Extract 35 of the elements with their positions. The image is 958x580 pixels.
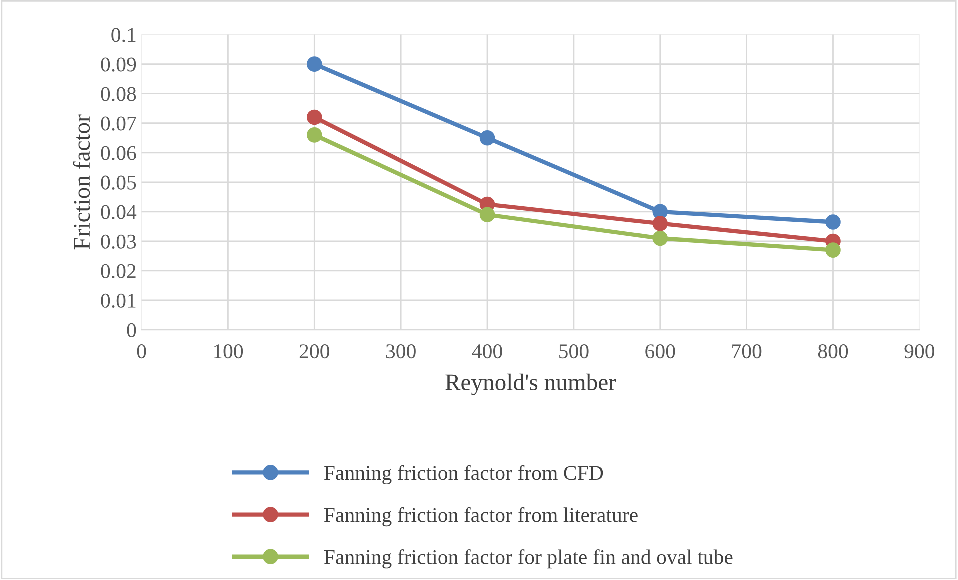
point bbox=[307, 110, 322, 126]
legend-label: Fanning friction factor from CFD bbox=[324, 465, 604, 485]
point bbox=[826, 242, 841, 258]
x-tick-label: 700 bbox=[732, 344, 762, 359]
x-tick-label: 500 bbox=[560, 344, 589, 359]
y-tick-label: 0.02 bbox=[101, 264, 136, 278]
y-tick-label: 0.04 bbox=[101, 205, 137, 220]
x-tick-label: 100 bbox=[214, 344, 244, 359]
y-tick-label: 0.01 bbox=[101, 294, 136, 308]
point bbox=[652, 230, 668, 246]
point bbox=[307, 56, 322, 72]
y-tick-label: 0 bbox=[127, 323, 136, 338]
point bbox=[652, 216, 668, 232]
x-tick-label: 900 bbox=[904, 344, 935, 359]
y-tick-label: 0.03 bbox=[101, 234, 136, 249]
y-tick-label: 0.06 bbox=[101, 146, 136, 160]
point bbox=[480, 130, 496, 146]
y-tick-label: 0.09 bbox=[101, 58, 136, 72]
x-tick-label: 600 bbox=[646, 344, 676, 359]
x-tick-label: 400 bbox=[472, 344, 502, 359]
y-tick-label: 0.05 bbox=[101, 176, 136, 190]
x-tick-label: 300 bbox=[386, 344, 416, 359]
x-tick-label: 0 bbox=[137, 344, 146, 359]
x-tick-label: 800 bbox=[818, 344, 848, 359]
x-axis-title: Reynold's number bbox=[446, 374, 616, 396]
point bbox=[480, 207, 496, 223]
y-axis-title: Friction factor bbox=[73, 114, 90, 250]
x-tick-label: 200 bbox=[300, 344, 330, 359]
y-tick-label: 0.1 bbox=[112, 28, 136, 42]
point bbox=[307, 128, 322, 143]
y-tick-label: 0.08 bbox=[101, 87, 136, 102]
point bbox=[826, 214, 841, 230]
legend-label: Fanning friction factor for plate fin and oval tube bbox=[324, 550, 733, 569]
legend-label: Fanning friction factor from literature bbox=[324, 507, 638, 527]
y-tick-label: 0.07 bbox=[101, 116, 136, 131]
